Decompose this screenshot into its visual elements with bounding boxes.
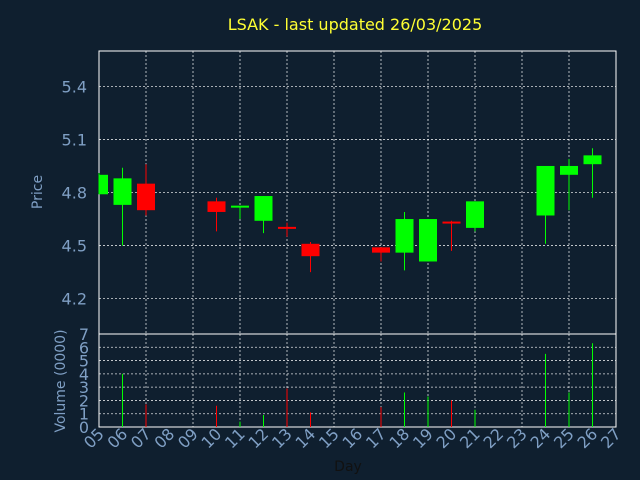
candle xyxy=(113,167,132,246)
candle xyxy=(254,196,273,234)
candle xyxy=(278,222,296,237)
volume-grid xyxy=(99,334,616,427)
price-y-tick-labels: 4.2 4.5 4.8 5.1 5.4 xyxy=(62,77,87,308)
volume-bars xyxy=(122,343,593,427)
chart-title: LSAK - last updated 26/03/2025 xyxy=(228,15,483,34)
candle xyxy=(583,148,602,198)
candle-body xyxy=(466,201,484,228)
candle xyxy=(98,173,108,195)
volume-y-tick-label: 6 xyxy=(79,338,89,357)
candle xyxy=(419,219,437,262)
volume-y-tick-label: 3 xyxy=(79,378,89,397)
candle-body xyxy=(113,178,132,205)
x-tick-labels: 0506070809101112131415161718192021222324… xyxy=(80,424,625,452)
candle xyxy=(560,158,578,211)
candle-body xyxy=(583,155,602,165)
volume-y-tick-label: 0 xyxy=(79,418,89,437)
candle xyxy=(231,205,249,220)
candle-body xyxy=(278,226,296,229)
price-y-tick-label: 4.5 xyxy=(62,237,87,256)
candle-body xyxy=(536,165,555,216)
candle xyxy=(536,165,555,244)
candle-body xyxy=(254,196,273,221)
volume-y-tick-label: 7 xyxy=(79,325,89,344)
candle xyxy=(301,242,320,273)
volume-y-tick-label: 1 xyxy=(79,405,89,424)
price-y-tick-label: 5.1 xyxy=(62,130,87,149)
volume-y-tick-label: 4 xyxy=(79,365,89,384)
candle-body xyxy=(207,201,226,212)
candle-body xyxy=(231,205,249,208)
price-axis-label: Price xyxy=(30,175,46,209)
x-axis-label: Day xyxy=(334,459,362,475)
candle xyxy=(137,164,155,216)
volume-y-tick-label: 5 xyxy=(79,352,89,371)
candle xyxy=(372,247,390,262)
candle-body xyxy=(372,247,390,253)
price-y-tick-label: 4.8 xyxy=(62,184,87,203)
volume-y-tick-label: 2 xyxy=(79,391,89,410)
candle xyxy=(466,201,484,232)
candle-body xyxy=(560,165,578,175)
candle-body xyxy=(419,219,437,262)
candle-body xyxy=(99,174,108,195)
candle xyxy=(395,211,414,271)
candle-body xyxy=(137,183,155,211)
price-y-tick-label: 5.4 xyxy=(62,77,87,96)
candle-body xyxy=(301,243,320,257)
candle xyxy=(442,220,461,251)
candle xyxy=(207,197,226,232)
candles xyxy=(98,148,602,273)
candle-body xyxy=(442,221,461,224)
price-y-tick-label: 4.2 xyxy=(62,290,87,309)
x-tick-label: 27 xyxy=(597,424,625,452)
volume-panel-frame xyxy=(98,333,617,428)
candle-body xyxy=(395,219,414,253)
volume-axis-label: Volume (0000) xyxy=(53,329,69,432)
